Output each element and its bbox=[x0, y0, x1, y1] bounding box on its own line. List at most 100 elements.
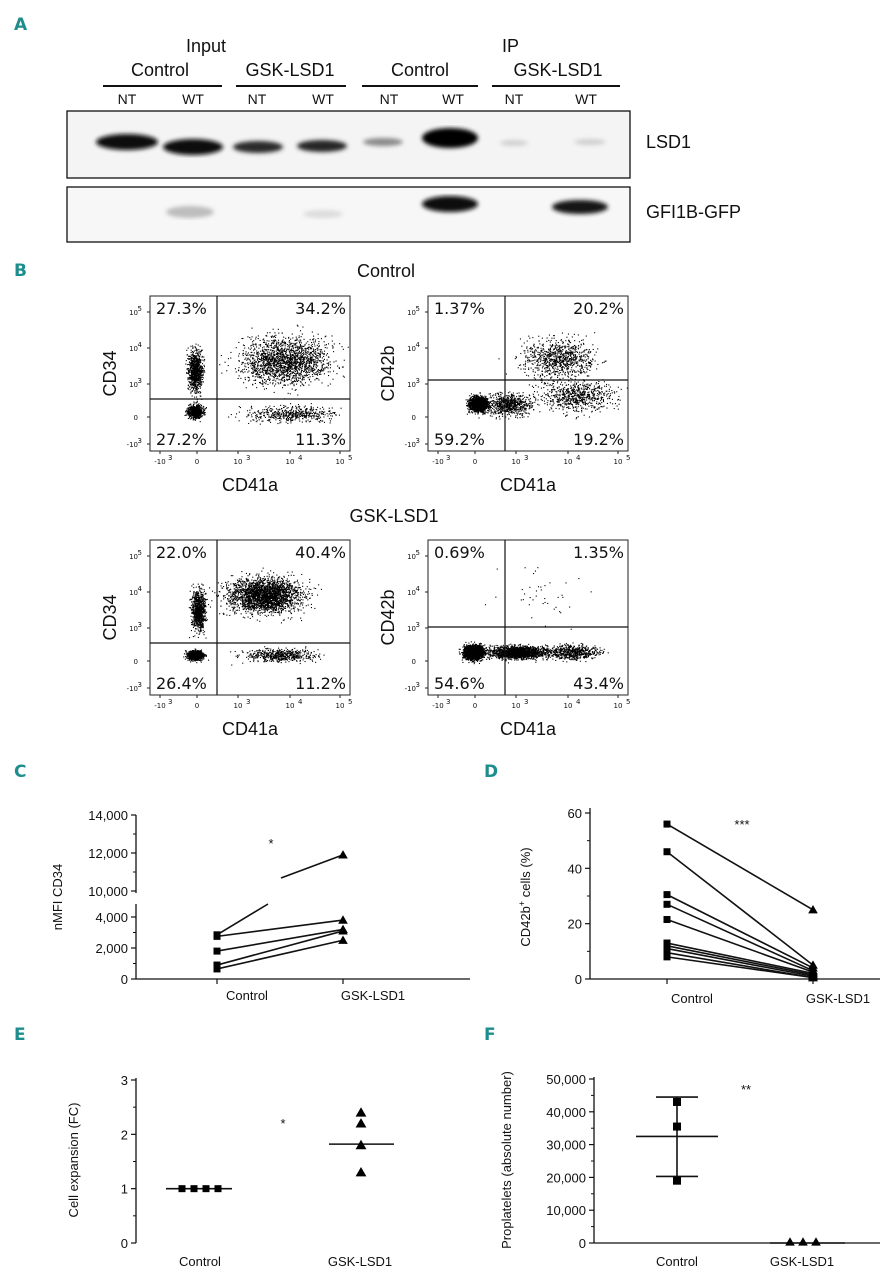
flow-dot bbox=[230, 351, 232, 353]
flow-dot bbox=[189, 355, 191, 357]
y-tick-label: 10 bbox=[129, 309, 138, 317]
flow-dot bbox=[331, 335, 333, 337]
flow-dot bbox=[238, 370, 240, 372]
flow-dot bbox=[193, 366, 195, 368]
flow-dot bbox=[196, 417, 198, 419]
flow-dot bbox=[185, 363, 187, 365]
flow-dot bbox=[317, 370, 319, 372]
flow-dot bbox=[200, 383, 202, 385]
flow-dot bbox=[195, 388, 197, 390]
flow-dot bbox=[191, 413, 193, 415]
flow-dot bbox=[303, 416, 305, 418]
flow-dot bbox=[309, 408, 311, 410]
flow-dot bbox=[281, 377, 283, 379]
flow-dot bbox=[319, 356, 321, 358]
flow-dot bbox=[262, 354, 264, 356]
flow-dot bbox=[195, 372, 197, 374]
flow-dot bbox=[305, 370, 307, 372]
flow-dot bbox=[254, 362, 256, 364]
flow-dot bbox=[194, 360, 196, 362]
flow-dot bbox=[298, 407, 300, 409]
flow-dot bbox=[201, 410, 203, 412]
flow-dot bbox=[316, 413, 318, 415]
flow-dot bbox=[191, 407, 193, 409]
flow-dot bbox=[257, 363, 259, 365]
flow-dot bbox=[265, 372, 267, 374]
flow-dot bbox=[241, 370, 243, 372]
flow-dot bbox=[244, 353, 246, 355]
flow-dot bbox=[193, 386, 195, 388]
flow-dot bbox=[317, 361, 319, 363]
flow-dot bbox=[264, 379, 266, 381]
flow-dot bbox=[200, 368, 202, 370]
flow-dot bbox=[267, 373, 269, 375]
flow-dot bbox=[330, 415, 332, 417]
flow-dot bbox=[255, 418, 257, 420]
flow-dot bbox=[277, 408, 279, 410]
blot-group-input: Input bbox=[186, 36, 226, 56]
flow-dot bbox=[198, 364, 200, 366]
flow-dot bbox=[270, 355, 272, 357]
flow-dot bbox=[260, 359, 262, 361]
flow-dot bbox=[195, 402, 197, 404]
flow-dot bbox=[191, 374, 193, 376]
flow-dot bbox=[300, 344, 302, 346]
flow-dot bbox=[282, 344, 284, 346]
flow-dot bbox=[197, 408, 199, 410]
flow-dot bbox=[300, 352, 302, 354]
flow-dot bbox=[270, 353, 272, 355]
flow-dot bbox=[199, 421, 201, 423]
flow-dot bbox=[289, 364, 291, 366]
flow-dot bbox=[277, 413, 279, 415]
flow-dot bbox=[299, 341, 301, 343]
flow-dot bbox=[268, 359, 270, 361]
flow-dot bbox=[252, 372, 254, 374]
flow-dot bbox=[286, 350, 288, 352]
flow-dot bbox=[244, 347, 246, 349]
flow-dot bbox=[273, 357, 275, 359]
flow-dot bbox=[281, 352, 283, 354]
flow-dot bbox=[281, 344, 283, 346]
flow-dot bbox=[322, 368, 324, 370]
flow-dot bbox=[241, 361, 243, 363]
flow-dot bbox=[303, 360, 305, 362]
flow-dot bbox=[335, 360, 337, 362]
flow-dot bbox=[196, 371, 198, 373]
flow-dot bbox=[271, 375, 273, 377]
flow-dot bbox=[195, 357, 197, 359]
flow-dot bbox=[308, 366, 310, 368]
flow-dot bbox=[273, 415, 275, 417]
flow-dot bbox=[268, 346, 270, 348]
flow-dot bbox=[327, 367, 329, 369]
flow-dot bbox=[305, 420, 307, 422]
flow-dot bbox=[471, 412, 473, 414]
flow-dot bbox=[295, 353, 297, 355]
flow-dot bbox=[200, 381, 202, 383]
flow-dot bbox=[260, 383, 262, 385]
flow-dot bbox=[269, 405, 271, 407]
flow-dot bbox=[265, 371, 267, 373]
flow-dot bbox=[315, 363, 317, 365]
flow-dot bbox=[288, 360, 290, 362]
flow-dot bbox=[269, 362, 271, 364]
flow-dot bbox=[279, 362, 281, 364]
flow-dot bbox=[468, 399, 470, 401]
flow-dot bbox=[300, 371, 302, 373]
flow-dot bbox=[275, 371, 277, 373]
flow-dot bbox=[289, 373, 291, 375]
flow-dot bbox=[319, 421, 321, 423]
flow-dot bbox=[275, 358, 277, 360]
flow-dot bbox=[197, 360, 199, 362]
flow-dot bbox=[201, 415, 203, 417]
flow-dot bbox=[296, 352, 298, 354]
flow-dot bbox=[305, 342, 307, 344]
flow-dot bbox=[257, 367, 259, 369]
flow-dot bbox=[268, 376, 270, 378]
flow-dot bbox=[265, 365, 267, 367]
flow-dot bbox=[285, 371, 287, 373]
flow-dot bbox=[200, 381, 202, 383]
flow-dot bbox=[195, 414, 197, 416]
flow-dot bbox=[200, 411, 202, 413]
flow-dot bbox=[315, 367, 317, 369]
flow-dot bbox=[297, 353, 299, 355]
